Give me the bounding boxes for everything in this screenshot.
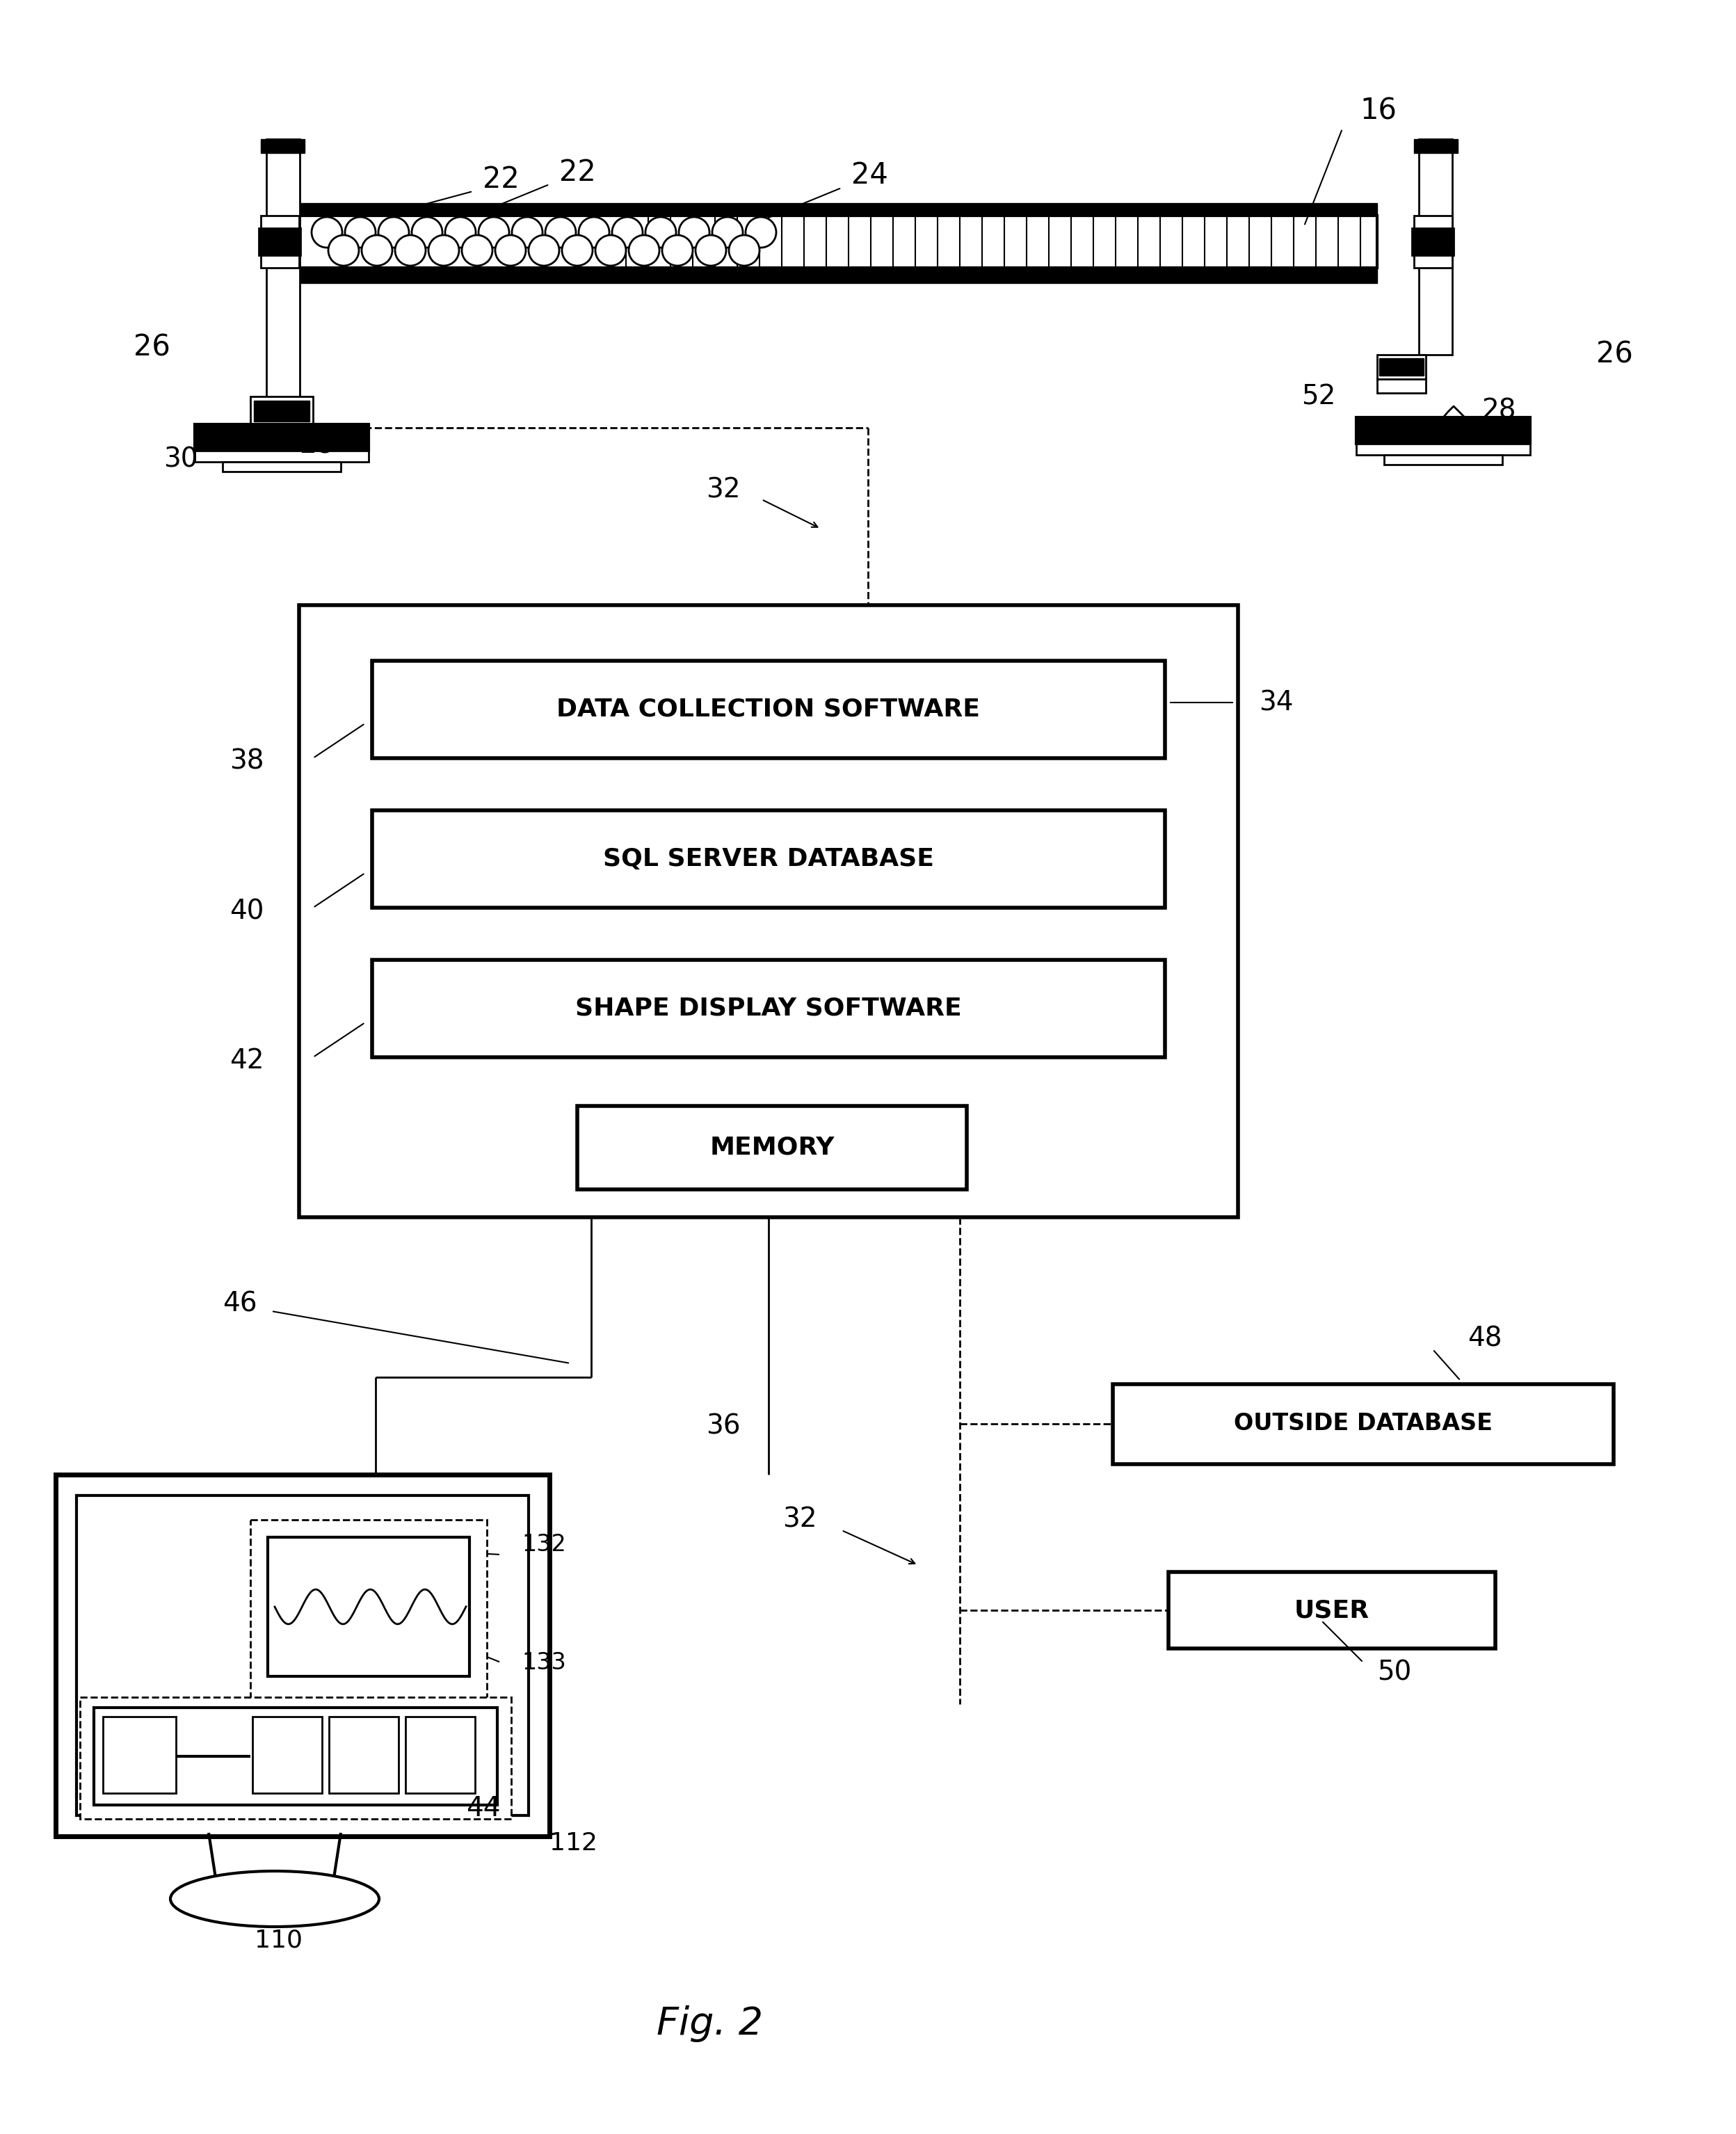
Circle shape <box>396 235 425 267</box>
Bar <box>102 1716 175 1793</box>
Bar <box>1411 228 1453 256</box>
Circle shape <box>679 218 710 248</box>
Text: 28: 28 <box>299 431 333 459</box>
Text: 40: 40 <box>229 898 264 924</box>
Bar <box>372 662 1165 758</box>
Bar <box>299 203 1377 216</box>
Circle shape <box>578 218 609 248</box>
Bar <box>1378 359 1424 376</box>
Text: 22: 22 <box>483 164 519 194</box>
Bar <box>299 267 1377 284</box>
Bar <box>330 1716 399 1793</box>
Circle shape <box>311 218 342 248</box>
Circle shape <box>661 235 693 267</box>
Bar <box>260 216 299 267</box>
Circle shape <box>479 218 509 248</box>
Bar <box>299 216 1377 267</box>
Circle shape <box>462 235 493 267</box>
Ellipse shape <box>170 1872 378 1927</box>
Bar <box>253 401 309 423</box>
Text: 44: 44 <box>465 1795 500 1822</box>
Text: 32: 32 <box>707 478 741 504</box>
Bar <box>250 397 312 425</box>
Circle shape <box>361 235 392 267</box>
Circle shape <box>411 218 443 248</box>
Bar <box>259 228 300 256</box>
Text: 32: 32 <box>783 1507 818 1532</box>
Bar <box>1415 216 1453 267</box>
Circle shape <box>444 218 476 248</box>
Bar <box>222 461 340 472</box>
Bar <box>80 1697 510 1818</box>
Bar <box>1377 380 1425 393</box>
Bar <box>260 139 304 154</box>
Text: 36: 36 <box>707 1413 741 1438</box>
Circle shape <box>628 235 660 267</box>
Circle shape <box>495 235 526 267</box>
Circle shape <box>613 218 642 248</box>
Text: SQL SERVER DATABASE: SQL SERVER DATABASE <box>602 847 934 871</box>
Circle shape <box>712 218 743 248</box>
Text: MEMORY: MEMORY <box>710 1135 835 1159</box>
Text: Fig. 2: Fig. 2 <box>656 2006 762 2042</box>
Circle shape <box>729 235 760 267</box>
Text: 16: 16 <box>1359 96 1396 126</box>
Text: 52: 52 <box>1300 384 1335 410</box>
Text: 22: 22 <box>559 158 595 188</box>
Text: DATA COLLECTION SOFTWARE: DATA COLLECTION SOFTWARE <box>557 698 981 721</box>
Circle shape <box>345 218 375 248</box>
Text: 48: 48 <box>1467 1325 1502 1353</box>
Text: 46: 46 <box>222 1291 257 1317</box>
Text: 133: 133 <box>521 1652 566 1673</box>
Bar <box>578 1105 967 1189</box>
Bar <box>1415 139 1458 154</box>
Bar <box>250 1519 486 1701</box>
Bar <box>194 425 368 450</box>
Bar <box>56 1475 550 1835</box>
Bar <box>1168 1573 1495 1647</box>
Circle shape <box>429 235 458 267</box>
Circle shape <box>528 235 559 267</box>
Text: 26: 26 <box>1595 339 1634 369</box>
Bar <box>94 1707 496 1805</box>
Bar <box>1418 139 1453 354</box>
Bar <box>194 450 368 461</box>
Text: 38: 38 <box>229 749 264 775</box>
Bar <box>1377 354 1425 380</box>
Circle shape <box>696 235 726 267</box>
Circle shape <box>378 218 410 248</box>
Text: 26: 26 <box>134 333 170 363</box>
Bar <box>252 1716 321 1793</box>
Text: 42: 42 <box>229 1048 264 1073</box>
Circle shape <box>745 218 776 248</box>
Text: 110: 110 <box>253 1929 302 1953</box>
Text: 50: 50 <box>1377 1660 1411 1686</box>
Bar <box>372 960 1165 1056</box>
Bar <box>1356 444 1529 455</box>
Text: OUTSIDE DATABASE: OUTSIDE DATABASE <box>1234 1413 1493 1436</box>
Circle shape <box>328 235 359 267</box>
Text: 132: 132 <box>521 1532 566 1556</box>
Circle shape <box>646 218 675 248</box>
Text: USER: USER <box>1295 1598 1370 1622</box>
Text: 28: 28 <box>1481 397 1516 425</box>
Text: 30: 30 <box>163 446 198 472</box>
Bar <box>267 1536 469 1677</box>
Circle shape <box>512 218 542 248</box>
Circle shape <box>562 235 592 267</box>
Text: 24: 24 <box>851 160 887 190</box>
Bar <box>299 606 1238 1216</box>
Circle shape <box>545 218 576 248</box>
Bar <box>266 139 300 403</box>
Bar <box>76 1496 528 1816</box>
Text: SHAPE DISPLAY SOFTWARE: SHAPE DISPLAY SOFTWARE <box>575 997 962 1020</box>
Text: 34: 34 <box>1259 689 1293 715</box>
Bar <box>406 1716 476 1793</box>
Circle shape <box>595 235 627 267</box>
Bar <box>1356 418 1529 444</box>
Bar <box>372 811 1165 907</box>
Text: 112: 112 <box>550 1831 597 1854</box>
Bar <box>1113 1385 1613 1464</box>
Bar <box>1384 455 1502 465</box>
